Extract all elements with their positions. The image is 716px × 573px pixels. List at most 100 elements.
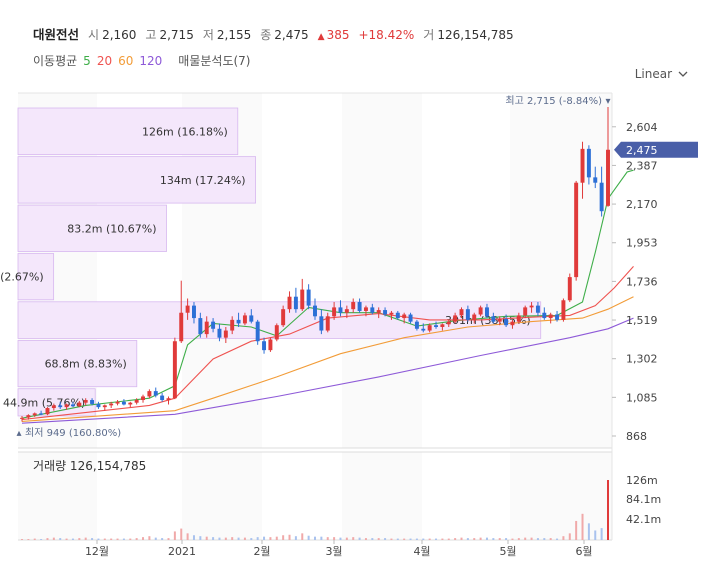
volume-bar	[186, 533, 189, 540]
volume-bar	[466, 538, 469, 540]
volume-profile-label: 134m (17.24%)	[160, 174, 246, 187]
down-triangle-icon: ▾	[605, 96, 610, 107]
volume-bar	[549, 538, 552, 540]
candle-body	[45, 408, 50, 415]
volume-bar	[84, 537, 87, 540]
date-tick-label: 2021	[168, 545, 196, 558]
volume-bar	[294, 536, 297, 540]
candle-body	[70, 404, 75, 407]
candle-body	[325, 316, 330, 331]
volume-profile-toggle[interactable]: 매물분석도(7)	[178, 54, 251, 68]
candle-body	[51, 405, 56, 409]
candle-body	[147, 391, 152, 397]
volume-bar	[568, 533, 571, 540]
volume-bar	[269, 537, 272, 540]
candle-body	[192, 305, 196, 319]
volume-bar	[384, 538, 387, 540]
current-price-label: 2,475	[626, 144, 658, 157]
volume-bar	[218, 537, 221, 540]
candle-body	[102, 405, 107, 408]
up-triangle-icon: ▴	[16, 428, 21, 439]
candle-body	[586, 148, 591, 178]
candle-body	[249, 315, 254, 322]
candle-body	[172, 341, 177, 399]
candle-body	[20, 417, 24, 419]
candle-body	[115, 401, 120, 404]
candle-body	[472, 314, 477, 320]
month-band	[510, 93, 612, 448]
candle-body	[268, 339, 273, 351]
candle-body	[548, 314, 553, 319]
candle-body	[599, 182, 604, 212]
candle-body	[389, 312, 394, 315]
volume-bar	[116, 538, 119, 540]
volume-bar	[237, 537, 240, 540]
ma-60-label[interactable]: 60	[118, 54, 134, 68]
volume-bar	[243, 537, 246, 540]
candle-body	[606, 149, 610, 206]
volume-bar	[479, 537, 482, 540]
date-tick-label: 5월	[499, 545, 516, 558]
volume-profile-bar	[17, 156, 257, 204]
scale-dropdown[interactable]: Linear	[635, 67, 688, 81]
volume-bar	[326, 537, 329, 540]
ma-20-label[interactable]: 20	[96, 54, 113, 68]
volume-bar	[307, 535, 310, 540]
volume-bar	[371, 538, 374, 540]
date-tick-label: 2월	[253, 545, 270, 558]
volume-profile-label: 68.8m (8.83%)	[45, 358, 127, 371]
candle-body	[332, 307, 337, 317]
candle-body	[523, 307, 528, 316]
volume-bar	[364, 538, 367, 540]
volume-bar	[409, 538, 412, 540]
ma-120-label[interactable]: 120	[139, 54, 163, 68]
candle-body	[510, 321, 515, 326]
candle-body	[453, 315, 458, 322]
candle-body	[306, 289, 311, 306]
candle-body	[185, 305, 190, 313]
volume-bar	[148, 536, 151, 540]
candle-body	[319, 316, 324, 331]
volume-bar	[282, 535, 285, 540]
volume-panel-title: 거래량 126,154,785	[33, 459, 147, 473]
volume-bar	[103, 538, 106, 540]
volume-bar	[110, 538, 113, 540]
volume-bar	[205, 536, 208, 540]
month-band	[342, 93, 422, 448]
candle-body	[242, 315, 247, 324]
candle-body	[255, 321, 260, 342]
volume-bar	[256, 537, 259, 540]
candle-body	[504, 318, 509, 326]
candle-body	[274, 325, 279, 340]
candle-body	[535, 305, 540, 313]
volume-bar	[403, 538, 406, 540]
volume-label: 거	[423, 28, 435, 42]
volume-bar	[314, 536, 316, 540]
candle-body	[370, 307, 375, 313]
volume-bar	[524, 537, 527, 540]
candle-body	[383, 310, 388, 315]
high-price-marker: 최고 2,715 (-8.84%)	[505, 95, 602, 107]
volume-bar	[511, 538, 514, 540]
volume-bar	[320, 536, 323, 540]
ma-5-label[interactable]: 5	[83, 54, 91, 68]
volume-bar	[556, 538, 559, 540]
volume-bar	[263, 536, 266, 540]
volume-bar	[607, 480, 609, 540]
volume-profile-bar	[17, 340, 138, 388]
volume-bar	[377, 538, 380, 540]
volume-bar	[192, 535, 195, 540]
price-tag-background	[614, 141, 698, 158]
price-tick-label: 1,736	[626, 275, 658, 288]
volume-bar	[135, 538, 138, 540]
candle-body	[402, 314, 407, 319]
ma-120-line	[21, 317, 634, 424]
volume-bar	[161, 538, 164, 540]
chevron-down-icon	[678, 71, 688, 77]
candle-body	[574, 182, 579, 278]
volume-bar	[301, 533, 304, 540]
volume-bar	[575, 520, 578, 540]
volume-bar	[517, 538, 520, 540]
month-band	[510, 452, 612, 540]
